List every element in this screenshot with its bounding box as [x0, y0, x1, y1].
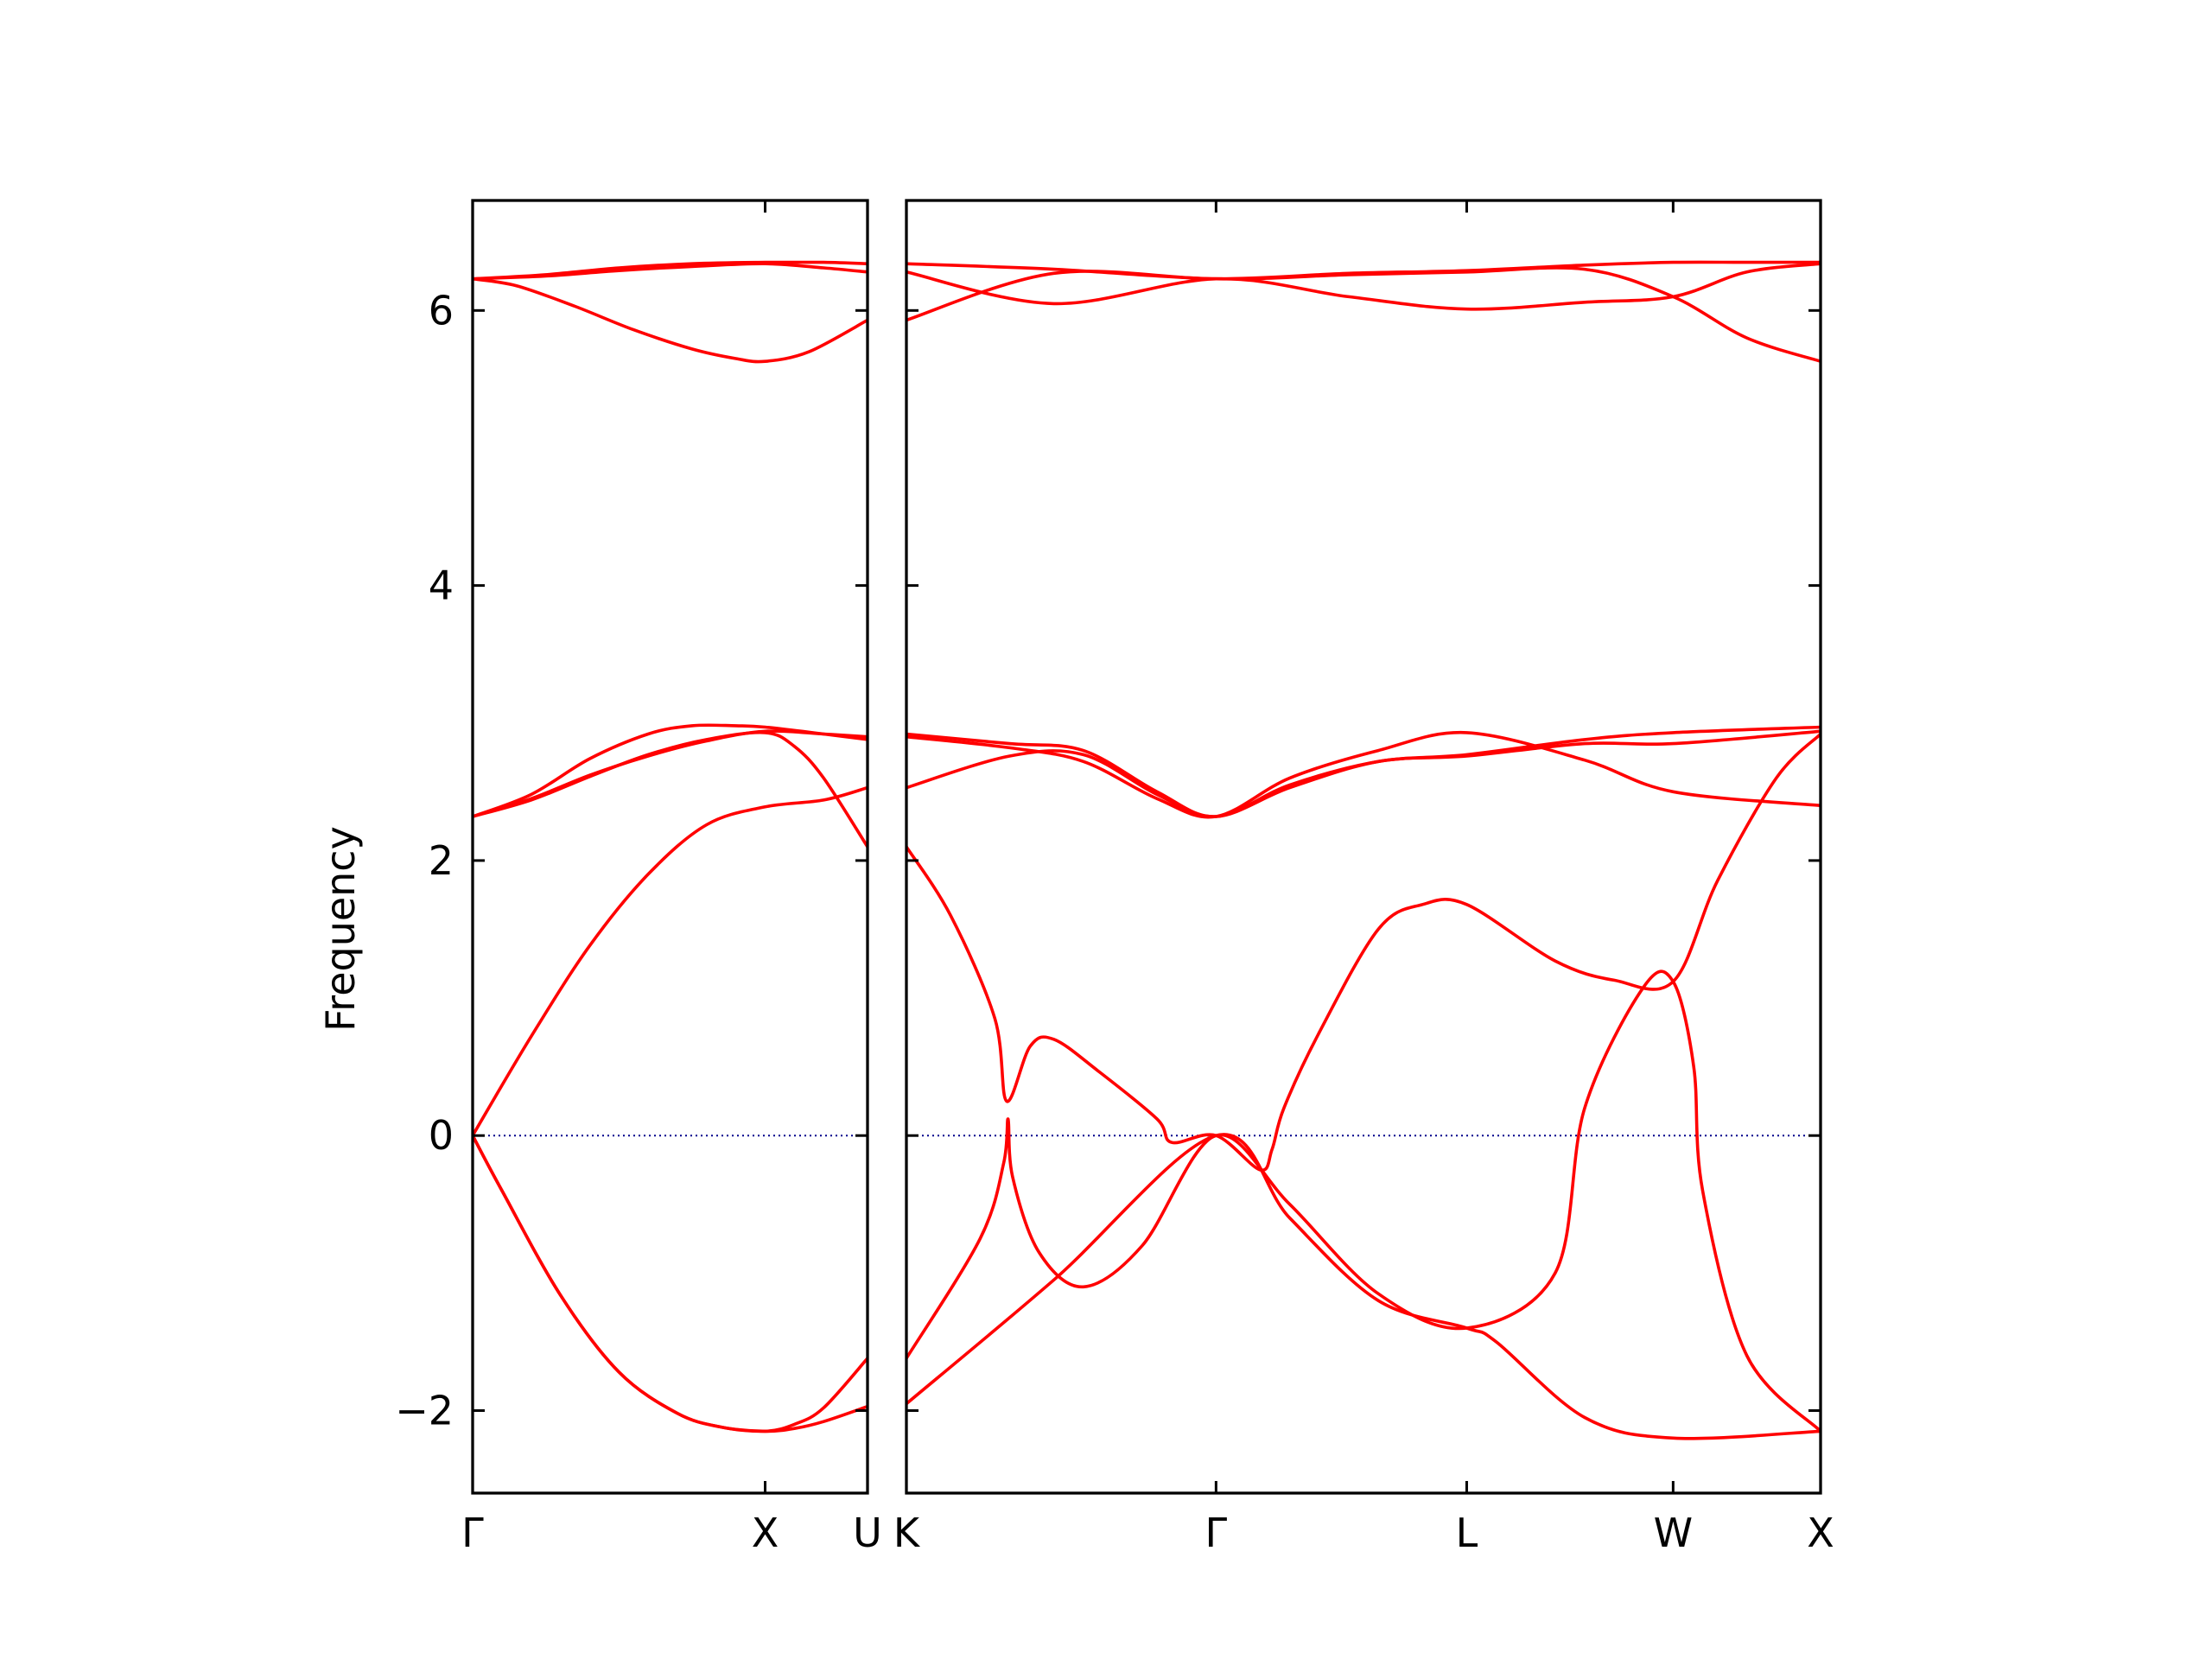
- x-tick-label: K: [893, 1510, 921, 1556]
- x-tick-label: W: [1654, 1510, 1693, 1556]
- y-tick-label: 0: [429, 1112, 454, 1159]
- plot-frame: [905, 199, 1822, 1495]
- band-line-9: [473, 1134, 868, 1433]
- x-tick-label: L: [1456, 1510, 1478, 1556]
- band-line-9: [906, 969, 1821, 1433]
- band-line-8: [473, 1134, 868, 1433]
- band-line-6: [906, 725, 1821, 818]
- band-line-3: [473, 276, 868, 364]
- x-tick-label: Γ: [1205, 1510, 1228, 1556]
- band-line-7: [906, 732, 1821, 1173]
- band-line-7: [473, 785, 868, 1137]
- band-line-3: [906, 260, 1821, 322]
- band-line-5: [906, 730, 1821, 819]
- band-line-1: [906, 262, 1821, 363]
- band-line-4: [906, 729, 1821, 818]
- plot-frame: [471, 199, 869, 1495]
- band-line-8: [906, 1133, 1821, 1440]
- band-line-6: [473, 730, 868, 849]
- band-line-5: [473, 729, 868, 818]
- y-tick-label: 4: [429, 563, 454, 609]
- y-tick-label: 6: [429, 287, 454, 334]
- y-tick-label: −2: [395, 1388, 454, 1434]
- x-tick-label: Γ: [461, 1510, 484, 1556]
- x-tick-label: X: [1807, 1510, 1834, 1556]
- band-line-2: [906, 262, 1821, 311]
- y-tick-label: 2: [429, 837, 454, 884]
- x-tick-label: X: [752, 1510, 779, 1556]
- x-tick-label: U: [853, 1510, 882, 1556]
- band-line-2: [473, 262, 868, 281]
- y-axis-label: Frequency: [317, 826, 364, 1032]
- panel-1: −2 0 2 4 6 Γ X U: [395, 199, 882, 1556]
